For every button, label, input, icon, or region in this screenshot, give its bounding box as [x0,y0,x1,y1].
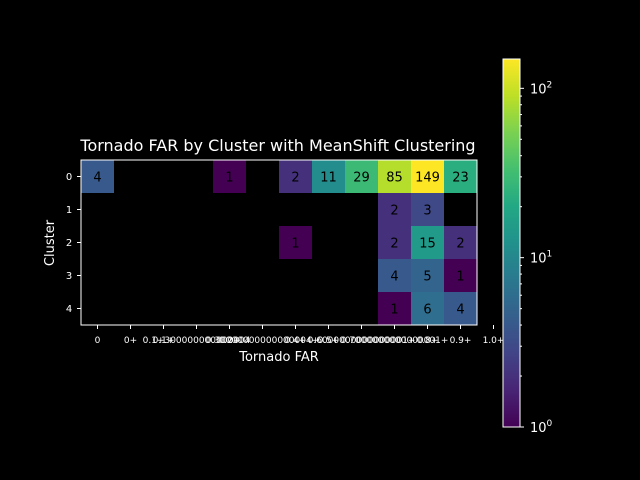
cell-value-label: 4 [93,171,101,186]
heatmap-cell [378,292,411,325]
heatmap-cell [378,160,411,193]
heatmap-cell [312,160,345,193]
y-tick-label: 3 [66,271,72,282]
x-tick-label: 0.8+ [417,336,439,346]
cell-value-label: 4 [456,303,464,318]
x-tick-label: 0.1+ [153,336,175,346]
cell-value-label: 11 [320,171,337,186]
y-axis-label: Cluster [43,219,58,266]
cell-annotations: 4 1 2 11 29 85 149 232 31 2 15 24 5 11 6 4 [93,171,468,318]
heatmap-cell [411,193,444,226]
colorbar-tick-label: 101 [530,250,552,267]
cell-value-label: 1 [456,270,464,285]
heatmap-cell [378,193,411,226]
heatmap-cell [378,259,411,292]
heatmap-cell [444,292,477,325]
cell-value-label: 149 [415,171,440,186]
heatmap-cell [81,160,114,193]
heatmap-cell [411,292,444,325]
chart-title: Tornado FAR by Cluster with MeanShift Cl… [79,136,475,155]
x-tick-label: 0.6000000000000001+ [308,336,416,346]
cell-value-label: 3 [423,204,431,219]
x-tick-label: 0.1+300000000000004 [143,336,251,346]
heatmap-cell [279,160,312,193]
cell-value-label: 4 [390,270,398,285]
colorbar-ticks: 100 101 102 [520,80,553,436]
heatmap-cell [444,160,477,193]
x-axis-label: Tornado FAR [238,350,319,365]
x-tick-label: 0.9+ [450,336,472,346]
heatmap-cell [345,160,378,193]
x-tick-label: 0.30000000000000004+ [206,336,319,346]
colorbar-tick-label: 100 [530,419,553,436]
cell-value-label: 1 [225,171,233,186]
y-tick-label: 1 [66,205,72,216]
heatmap-cell [213,160,246,193]
cell-value-label: 1 [390,303,398,318]
colorbar [502,58,521,428]
heatmap-cells [81,160,477,325]
cell-value-label: 1 [291,237,299,252]
x-tick-label: 0.4+ [285,336,307,346]
x-tick-label: 0.2+ [219,336,241,346]
cell-value-label: 5 [423,270,431,285]
heatmap-cell [378,226,411,259]
heatmap-cell [444,259,477,292]
y-tick-label: 2 [66,238,72,249]
y-tick-label: 0 [66,172,72,183]
heatmap-cell [279,226,312,259]
cell-value-label: 15 [419,237,436,252]
cell-value-label: 6 [423,303,431,318]
y-axis-ticks: 0 1 2 3 4 [66,172,81,315]
cell-value-label: 85 [386,171,403,186]
x-tick-label: 1.0+ [483,336,505,346]
x-tick-label: 0.5+ [318,336,340,346]
heatmap-cell [411,259,444,292]
cell-value-label: 2 [291,171,299,186]
y-tick-label: 4 [66,304,72,315]
cell-value-label: 2 [456,237,464,252]
heatmap-cell [444,226,477,259]
cell-value-label: 29 [353,171,370,186]
cell-value-label: 2 [390,237,398,252]
cell-value-label: 2 [390,204,398,219]
x-tick-label: 0+ [124,336,137,346]
heatmap-cell [411,226,444,259]
cell-value-label: 23 [452,171,469,186]
heatmap-cell [411,160,444,193]
x-tick-label: 0.7000000000000001+ [341,336,449,346]
x-tick-label: 0 [95,336,101,346]
colorbar-tick-label: 102 [530,80,552,97]
x-axis-ticks: 0 0+ 0.1+0.1+3000000000000040.2+0.30000000… [95,325,505,346]
